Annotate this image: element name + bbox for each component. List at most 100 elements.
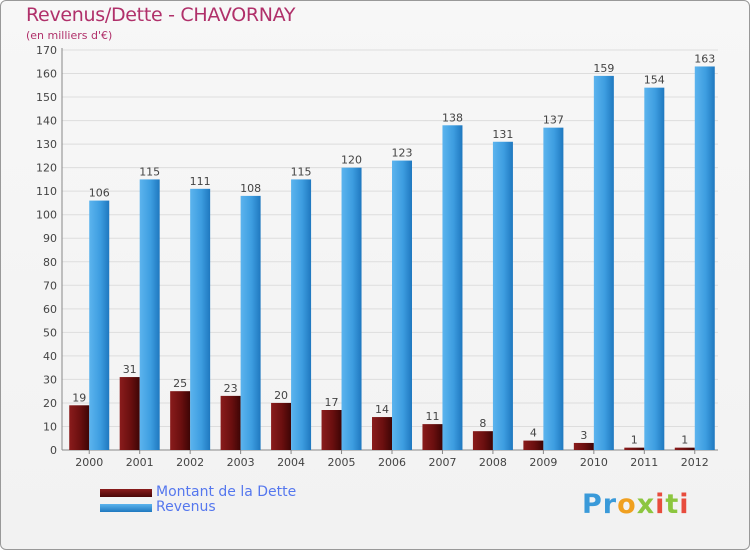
y-tick-label: 80: [43, 256, 57, 269]
x-tick-label: 2000: [75, 456, 103, 469]
data-label-revenus: 120: [341, 154, 362, 167]
bar-revenus: [694, 66, 715, 451]
y-tick-label: 140: [36, 115, 57, 128]
data-label-dette: 23: [224, 382, 238, 395]
x-tick-label: 2010: [580, 456, 608, 469]
x-tick-label: 2002: [176, 456, 204, 469]
bar-dette: [372, 417, 392, 450]
x-tick-label: 2008: [479, 456, 507, 469]
chart-title: Revenus/Dette - CHAVORNAY: [26, 4, 296, 26]
logo-letter: P: [582, 489, 603, 520]
x-tick-label: 2011: [630, 456, 658, 469]
chart-subtitle: (en milliers d'€): [26, 29, 113, 42]
x-tick-label: 2009: [529, 456, 557, 469]
y-tick-label: 10: [43, 420, 57, 433]
data-label-revenus: 123: [392, 147, 413, 160]
bar-dette: [220, 395, 241, 450]
legend-label-revenus: Revenus: [156, 499, 216, 515]
data-label-dette: 8: [479, 417, 486, 430]
x-tick-label: 2005: [328, 456, 356, 469]
bar-revenus: [593, 75, 614, 450]
bar-dette: [472, 431, 493, 450]
data-label-dette: 14: [375, 403, 389, 416]
bar-dette: [523, 440, 544, 450]
data-label-revenus: 154: [644, 74, 665, 87]
bar-dette: [321, 410, 342, 450]
bar-dette: [674, 447, 695, 450]
legend-swatch-revenus: [100, 504, 152, 512]
proxiti-logo: Proxiti: [582, 489, 690, 520]
x-tick-label: 2012: [681, 456, 709, 469]
x-tick-label: 2004: [277, 456, 305, 469]
bar-revenus: [492, 141, 513, 450]
logo-letter: t: [665, 489, 680, 520]
y-tick-label: 70: [43, 279, 57, 292]
bar-revenus: [543, 127, 564, 450]
data-label-dette: 31: [123, 363, 137, 376]
x-tick-label: 2001: [126, 456, 154, 469]
legend-label-debt: Montant de la Dette: [156, 484, 297, 500]
bar-revenus: [644, 87, 665, 450]
bars: [69, 66, 715, 451]
y-tick-label: 30: [43, 373, 57, 386]
bar-revenus: [89, 200, 110, 450]
y-tick-label: 0: [50, 444, 57, 457]
bar-dette: [271, 402, 292, 450]
data-label-dette: 17: [325, 396, 339, 409]
bar-dette: [624, 447, 645, 450]
logo-letter: x: [636, 489, 656, 520]
data-label-revenus: 115: [291, 165, 312, 178]
data-label-dette: 20: [274, 389, 288, 402]
data-label-revenus: 163: [694, 52, 715, 65]
bar-revenus: [442, 125, 463, 450]
y-tick-label: 150: [36, 91, 57, 104]
data-label-revenus: 138: [442, 111, 463, 124]
bar-dette: [422, 424, 443, 450]
logo-letter: i: [655, 489, 666, 520]
y-tick-label: 110: [36, 185, 57, 198]
x-tick-label: 2003: [227, 456, 255, 469]
data-label-revenus: 131: [492, 128, 513, 141]
x-tick-label: 2007: [428, 456, 456, 469]
logo-letter: i: [679, 489, 690, 520]
y-tick-label: 120: [36, 162, 57, 175]
y-tick-label: 60: [43, 303, 57, 316]
data-label-revenus: 137: [543, 114, 564, 127]
y-tick-label: 160: [36, 68, 57, 81]
data-label-dette: 19: [72, 391, 86, 404]
data-label-revenus: 108: [240, 182, 261, 195]
logo-letter: o: [617, 489, 637, 520]
bar-revenus: [240, 195, 261, 450]
bar-revenus: [341, 167, 362, 450]
y-tick-label: 130: [36, 138, 57, 151]
logo-letter: r: [602, 489, 618, 520]
data-label-revenus: 106: [89, 187, 110, 200]
bar-revenus: [291, 179, 312, 451]
x-tick-label: 2006: [378, 456, 406, 469]
data-label-revenus: 115: [139, 165, 160, 178]
bar-revenus: [392, 160, 412, 450]
legend-swatch-debt: [100, 489, 152, 497]
bar-dette: [170, 391, 191, 450]
bar-dette: [573, 442, 594, 450]
bar-dette: [119, 377, 140, 450]
y-tick-label: 20: [43, 397, 57, 410]
bar-revenus: [190, 188, 211, 450]
data-label-dette: 3: [580, 429, 587, 442]
y-tick-label: 100: [36, 209, 57, 222]
data-labels: 1910631115251112310820115171201412311138…: [72, 52, 715, 446]
data-label-dette: 25: [173, 377, 187, 390]
bar-dette: [69, 405, 90, 450]
y-tick-label: 40: [43, 350, 57, 363]
data-label-dette: 1: [681, 434, 688, 447]
data-label-dette: 11: [425, 410, 439, 423]
y-tick-label: 90: [43, 232, 57, 245]
grid-lines: [62, 49, 718, 451]
data-label-revenus: 111: [190, 175, 211, 188]
y-tick-label: 170: [36, 44, 57, 57]
y-tick-label: 50: [43, 326, 57, 339]
bar-revenus: [139, 179, 160, 451]
data-label-revenus: 159: [593, 62, 614, 75]
